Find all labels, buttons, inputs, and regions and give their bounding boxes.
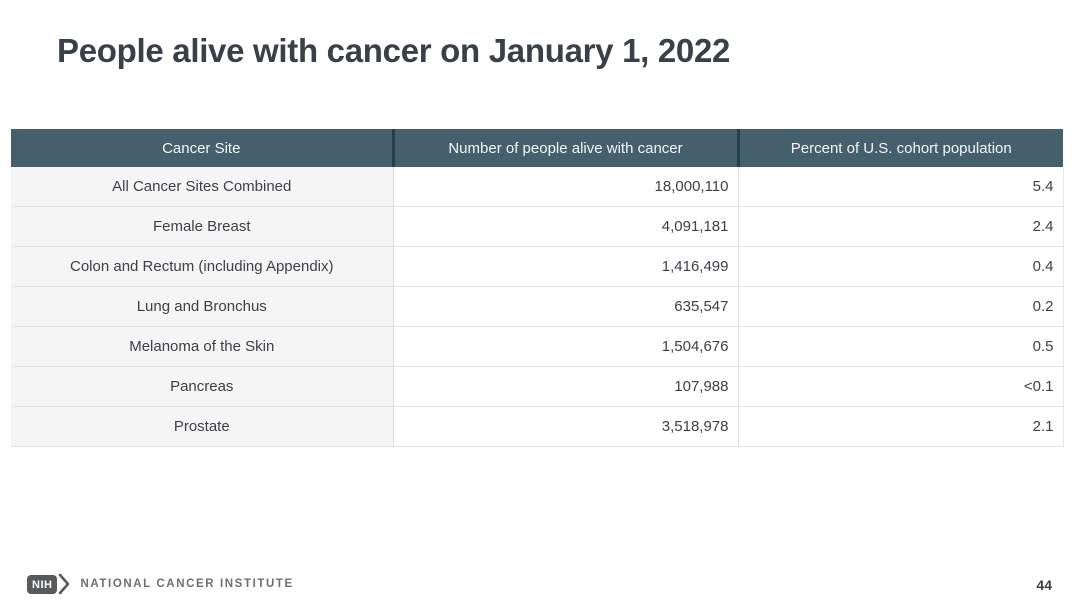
cell-number-alive: 18,000,110 — [393, 167, 739, 207]
cell-percent-cohort: <0.1 — [738, 366, 1064, 407]
cell-cancer-site: Prostate — [11, 406, 394, 447]
page-title: People alive with cancer on January 1, 2… — [57, 32, 731, 69]
table-row: Pancreas 107,988 <0.1 — [11, 366, 1064, 407]
cell-cancer-site: Lung and Bronchus — [11, 286, 394, 327]
cell-percent-cohort: 0.4 — [738, 246, 1064, 287]
cancer-prevalence-table: Cancer Site Number of people alive with … — [11, 129, 1064, 447]
column-header-percent-cohort: Percent of U.S. cohort population — [736, 129, 1063, 167]
table-row: Prostate 3,518,978 2.1 — [11, 406, 1064, 447]
nih-nci-logo: NIH NATIONAL CANCER INSTITUTE — [27, 573, 294, 595]
cell-number-alive: 1,416,499 — [393, 246, 739, 287]
nih-badge: NIH — [27, 574, 58, 594]
cell-number-alive: 4,091,181 — [393, 206, 739, 247]
cell-number-alive: 1,504,676 — [393, 326, 739, 367]
cell-number-alive: 3,518,978 — [393, 406, 739, 447]
table-row: Melanoma of the Skin 1,504,676 0.5 — [11, 326, 1064, 367]
table-row: Lung and Bronchus 635,547 0.2 — [11, 286, 1064, 327]
chevron-right-icon — [59, 573, 70, 595]
column-header-number-alive: Number of people alive with cancer — [391, 129, 738, 167]
cell-percent-cohort: 0.5 — [738, 326, 1064, 367]
table-row: Colon and Rectum (including Appendix) 1,… — [11, 246, 1064, 287]
institute-name-label: NATIONAL CANCER INSTITUTE — [80, 578, 294, 590]
cell-cancer-site: All Cancer Sites Combined — [11, 167, 394, 207]
cell-number-alive: 635,547 — [393, 286, 739, 327]
cell-cancer-site: Melanoma of the Skin — [11, 326, 394, 367]
cell-cancer-site: Colon and Rectum (including Appendix) — [11, 246, 394, 287]
cell-cancer-site: Pancreas — [11, 366, 394, 407]
page-number: 44 — [1036, 577, 1052, 593]
cell-percent-cohort: 0.2 — [738, 286, 1064, 327]
cell-cancer-site: Female Breast — [11, 206, 394, 247]
column-header-cancer-site: Cancer Site — [11, 129, 393, 167]
cell-percent-cohort: 5.4 — [738, 167, 1064, 207]
cell-number-alive: 107,988 — [393, 366, 739, 407]
table-row: All Cancer Sites Combined 18,000,110 5.4 — [11, 167, 1064, 207]
cell-percent-cohort: 2.1 — [738, 406, 1064, 447]
cell-percent-cohort: 2.4 — [738, 206, 1064, 247]
table-row: Female Breast 4,091,181 2.4 — [11, 206, 1064, 247]
table-header-row: Cancer Site Number of people alive with … — [11, 129, 1063, 167]
